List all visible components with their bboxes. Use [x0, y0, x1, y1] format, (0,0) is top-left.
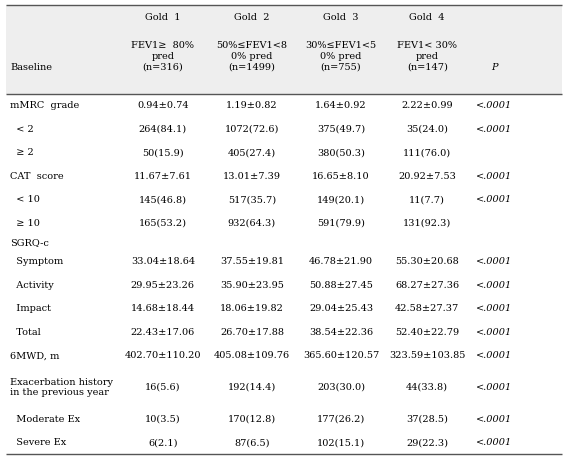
Text: 37.55±19.81: 37.55±19.81	[220, 257, 284, 266]
Text: 932(64.3): 932(64.3)	[228, 218, 276, 228]
Text: 1.19±0.82: 1.19±0.82	[226, 101, 278, 110]
Text: 10(3.5): 10(3.5)	[145, 414, 181, 424]
Text: Gold  4: Gold 4	[410, 12, 445, 22]
Text: <.0001: <.0001	[476, 383, 512, 392]
Text: 35(24.0): 35(24.0)	[406, 124, 448, 134]
Text: 50%≤FEV1<8
0% pred
(n=1499): 50%≤FEV1<8 0% pred (n=1499)	[216, 41, 288, 72]
Text: Severe Ex: Severe Ex	[10, 438, 67, 447]
Text: 264(84.1): 264(84.1)	[139, 124, 187, 134]
Text: <.0001: <.0001	[476, 172, 512, 180]
Text: 0.94±0.74: 0.94±0.74	[137, 101, 189, 110]
Text: Moderate Ex: Moderate Ex	[10, 414, 80, 424]
Text: <.0001: <.0001	[476, 328, 512, 337]
Text: FEV1< 30%
pred
(n=147): FEV1< 30% pred (n=147)	[397, 41, 457, 72]
Text: Total: Total	[10, 328, 41, 337]
Text: 405(27.4): 405(27.4)	[228, 148, 276, 157]
Text: 131(92.3): 131(92.3)	[403, 218, 451, 228]
Text: 29.95±23.26: 29.95±23.26	[131, 281, 195, 290]
Text: 323.59±103.85: 323.59±103.85	[389, 351, 466, 360]
Text: 42.58±27.37: 42.58±27.37	[395, 304, 459, 313]
Text: 165(53.2): 165(53.2)	[139, 218, 187, 228]
Text: 18.06±19.82: 18.06±19.82	[220, 304, 284, 313]
Text: <.0001: <.0001	[476, 257, 512, 266]
Text: <.0001: <.0001	[476, 101, 512, 110]
Text: mMRC  grade: mMRC grade	[10, 101, 80, 110]
Text: 52.40±22.79: 52.40±22.79	[395, 328, 459, 337]
Text: <.0001: <.0001	[476, 438, 512, 447]
Text: 29.04±25.43: 29.04±25.43	[309, 304, 373, 313]
Text: Exacerbation history
in the previous year: Exacerbation history in the previous yea…	[10, 378, 113, 397]
Text: 145(46.8): 145(46.8)	[139, 195, 187, 204]
Text: 375(49.7): 375(49.7)	[317, 124, 365, 134]
Text: 37(28.5): 37(28.5)	[406, 414, 448, 424]
Text: 20.92±7.53: 20.92±7.53	[398, 172, 456, 180]
Text: SGRQ-c: SGRQ-c	[10, 238, 49, 247]
Text: 44(33.8): 44(33.8)	[406, 383, 448, 392]
Text: 55.30±20.68: 55.30±20.68	[396, 257, 459, 266]
Text: 35.90±23.95: 35.90±23.95	[220, 281, 284, 290]
Text: 13.01±7.39: 13.01±7.39	[223, 172, 281, 180]
Text: 14.68±18.44: 14.68±18.44	[131, 304, 195, 313]
Text: <.0001: <.0001	[476, 414, 512, 424]
Text: <.0001: <.0001	[476, 124, 512, 134]
Text: 177(26.2): 177(26.2)	[317, 414, 365, 424]
Text: 22.43±17.06: 22.43±17.06	[131, 328, 195, 337]
Text: ≥ 10: ≥ 10	[10, 218, 40, 228]
Text: 102(15.1): 102(15.1)	[317, 438, 365, 447]
Bar	[6, 5, 562, 94]
Text: Gold  1: Gold 1	[145, 12, 181, 22]
Text: 29(22.3): 29(22.3)	[406, 438, 448, 447]
Text: 68.27±27.36: 68.27±27.36	[395, 281, 459, 290]
Text: 33.04±18.64: 33.04±18.64	[131, 257, 195, 266]
Text: 149(20.1): 149(20.1)	[317, 195, 365, 204]
Text: < 2: < 2	[10, 124, 34, 134]
Text: 50.88±27.45: 50.88±27.45	[309, 281, 373, 290]
Text: P: P	[491, 62, 497, 72]
Text: Impact: Impact	[10, 304, 51, 313]
Text: 16.65±8.10: 16.65±8.10	[312, 172, 370, 180]
Text: 405.08±109.76: 405.08±109.76	[214, 351, 290, 360]
Text: 1072(72.6): 1072(72.6)	[225, 124, 279, 134]
Text: 111(76.0): 111(76.0)	[403, 148, 451, 157]
Text: < 10: < 10	[10, 195, 40, 204]
Text: <.0001: <.0001	[476, 281, 512, 290]
Text: 38.54±22.36: 38.54±22.36	[309, 328, 373, 337]
Text: 192(14.4): 192(14.4)	[228, 383, 276, 392]
Text: <.0001: <.0001	[476, 351, 512, 360]
Text: 30%≤FEV1<5
0% pred
(n=755): 30%≤FEV1<5 0% pred (n=755)	[306, 41, 376, 72]
Text: 1.64±0.92: 1.64±0.92	[315, 101, 367, 110]
Text: Baseline: Baseline	[10, 62, 52, 72]
Text: 11(7.7): 11(7.7)	[409, 195, 445, 204]
Text: 87(6.5): 87(6.5)	[234, 438, 270, 447]
Text: FEV1≥  80%
pred
(n=316): FEV1≥ 80% pred (n=316)	[132, 41, 194, 72]
Text: 26.70±17.88: 26.70±17.88	[220, 328, 284, 337]
Text: 402.70±110.20: 402.70±110.20	[125, 351, 201, 360]
Text: 2.22±0.99: 2.22±0.99	[401, 101, 453, 110]
Text: 591(79.9): 591(79.9)	[317, 218, 365, 228]
Text: 46.78±21.90: 46.78±21.90	[309, 257, 373, 266]
Text: ≥ 2: ≥ 2	[10, 148, 34, 157]
Text: 365.60±120.57: 365.60±120.57	[303, 351, 379, 360]
Text: <.0001: <.0001	[476, 304, 512, 313]
Text: 380(50.3): 380(50.3)	[317, 148, 365, 157]
Text: Activity: Activity	[10, 281, 54, 290]
Text: Gold  2: Gold 2	[234, 12, 270, 22]
Text: 6(2.1): 6(2.1)	[148, 438, 177, 447]
Text: 170(12.8): 170(12.8)	[228, 414, 276, 424]
Text: 11.67±7.61: 11.67±7.61	[134, 172, 192, 180]
Text: 517(35.7): 517(35.7)	[228, 195, 276, 204]
Text: <.0001: <.0001	[476, 195, 512, 204]
Text: 16(5.6): 16(5.6)	[145, 383, 181, 392]
Text: 6MWD, m: 6MWD, m	[10, 351, 59, 360]
Text: Symptom: Symptom	[10, 257, 63, 266]
Text: CAT  score: CAT score	[10, 172, 64, 180]
Text: 203(30.0): 203(30.0)	[317, 383, 365, 392]
Text: Gold  3: Gold 3	[323, 12, 359, 22]
Text: 50(15.9): 50(15.9)	[142, 148, 184, 157]
